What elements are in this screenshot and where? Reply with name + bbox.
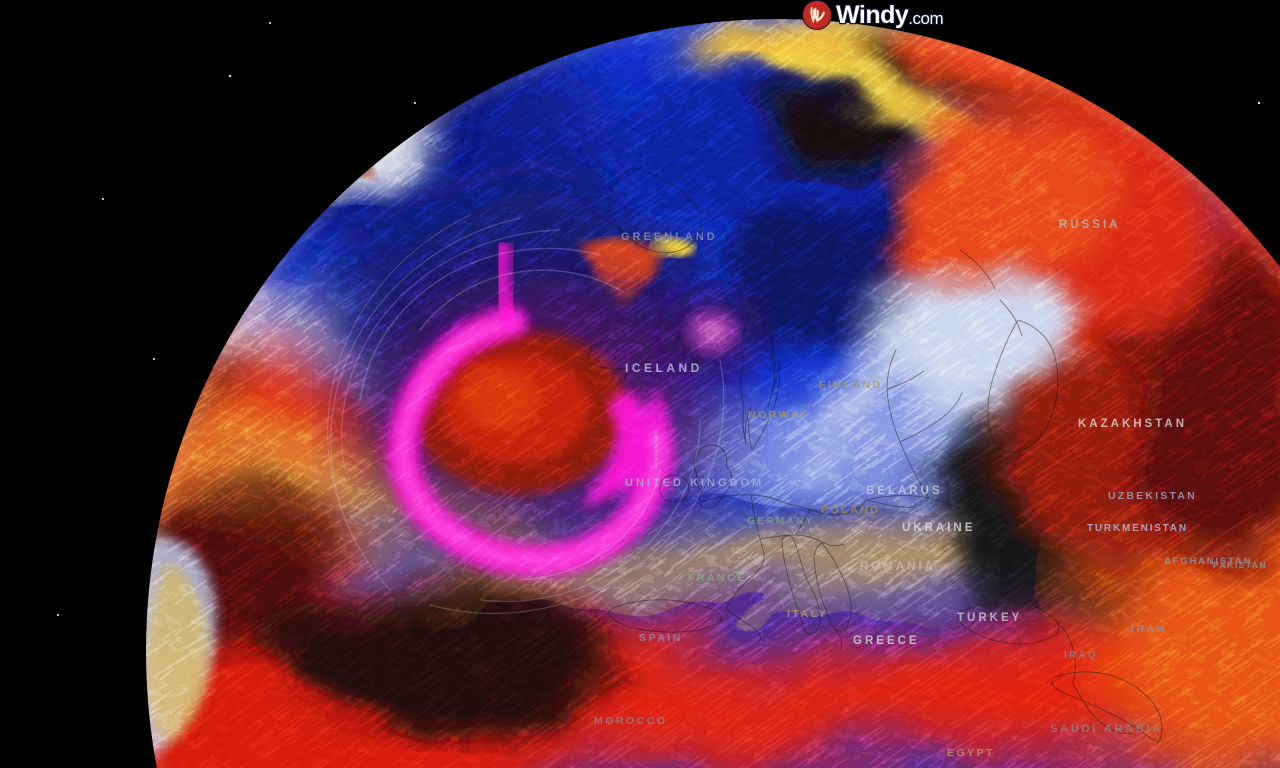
svg-text:GREECE: GREECE bbox=[853, 635, 920, 647]
svg-text:IRAN: IRAN bbox=[1131, 623, 1167, 635]
svg-text:RUSSIA: RUSSIA bbox=[1059, 219, 1120, 231]
svg-text:UKRAINE: UKRAINE bbox=[902, 522, 975, 534]
svg-text:TURKEY: TURKEY bbox=[957, 612, 1022, 624]
svg-text:PAKISTAN: PAKISTAN bbox=[1213, 560, 1267, 570]
svg-text:SPAIN: SPAIN bbox=[639, 632, 683, 644]
svg-text:GERMANY: GERMANY bbox=[747, 515, 815, 527]
svg-text:SAUDI ARABIA: SAUDI ARABIA bbox=[1050, 723, 1163, 735]
svg-text:ICELAND: ICELAND bbox=[625, 361, 703, 375]
svg-text:FINLAND: FINLAND bbox=[819, 379, 883, 391]
svg-text:BELARUS: BELARUS bbox=[866, 485, 943, 497]
svg-text:ITALY: ITALY bbox=[787, 608, 828, 620]
svg-text:NORWAY: NORWAY bbox=[748, 409, 809, 421]
svg-text:UZBEKISTAN: UZBEKISTAN bbox=[1108, 490, 1197, 502]
svg-text:EGYPT: EGYPT bbox=[947, 747, 995, 759]
svg-text:POLAND: POLAND bbox=[821, 504, 880, 516]
svg-text:MOROCCO: MOROCCO bbox=[594, 715, 668, 727]
svg-text:UNITED KINGDOM: UNITED KINGDOM bbox=[625, 477, 764, 489]
svg-text:ROMANIA: ROMANIA bbox=[860, 561, 936, 573]
svg-text:KAZAKHSTAN: KAZAKHSTAN bbox=[1078, 418, 1187, 430]
svg-text:IRAQ: IRAQ bbox=[1064, 650, 1098, 661]
svg-text:GREENLAND: GREENLAND bbox=[621, 231, 718, 243]
svg-text:TURKMENISTAN: TURKMENISTAN bbox=[1087, 523, 1188, 534]
svg-text:FRANCE: FRANCE bbox=[688, 572, 747, 584]
